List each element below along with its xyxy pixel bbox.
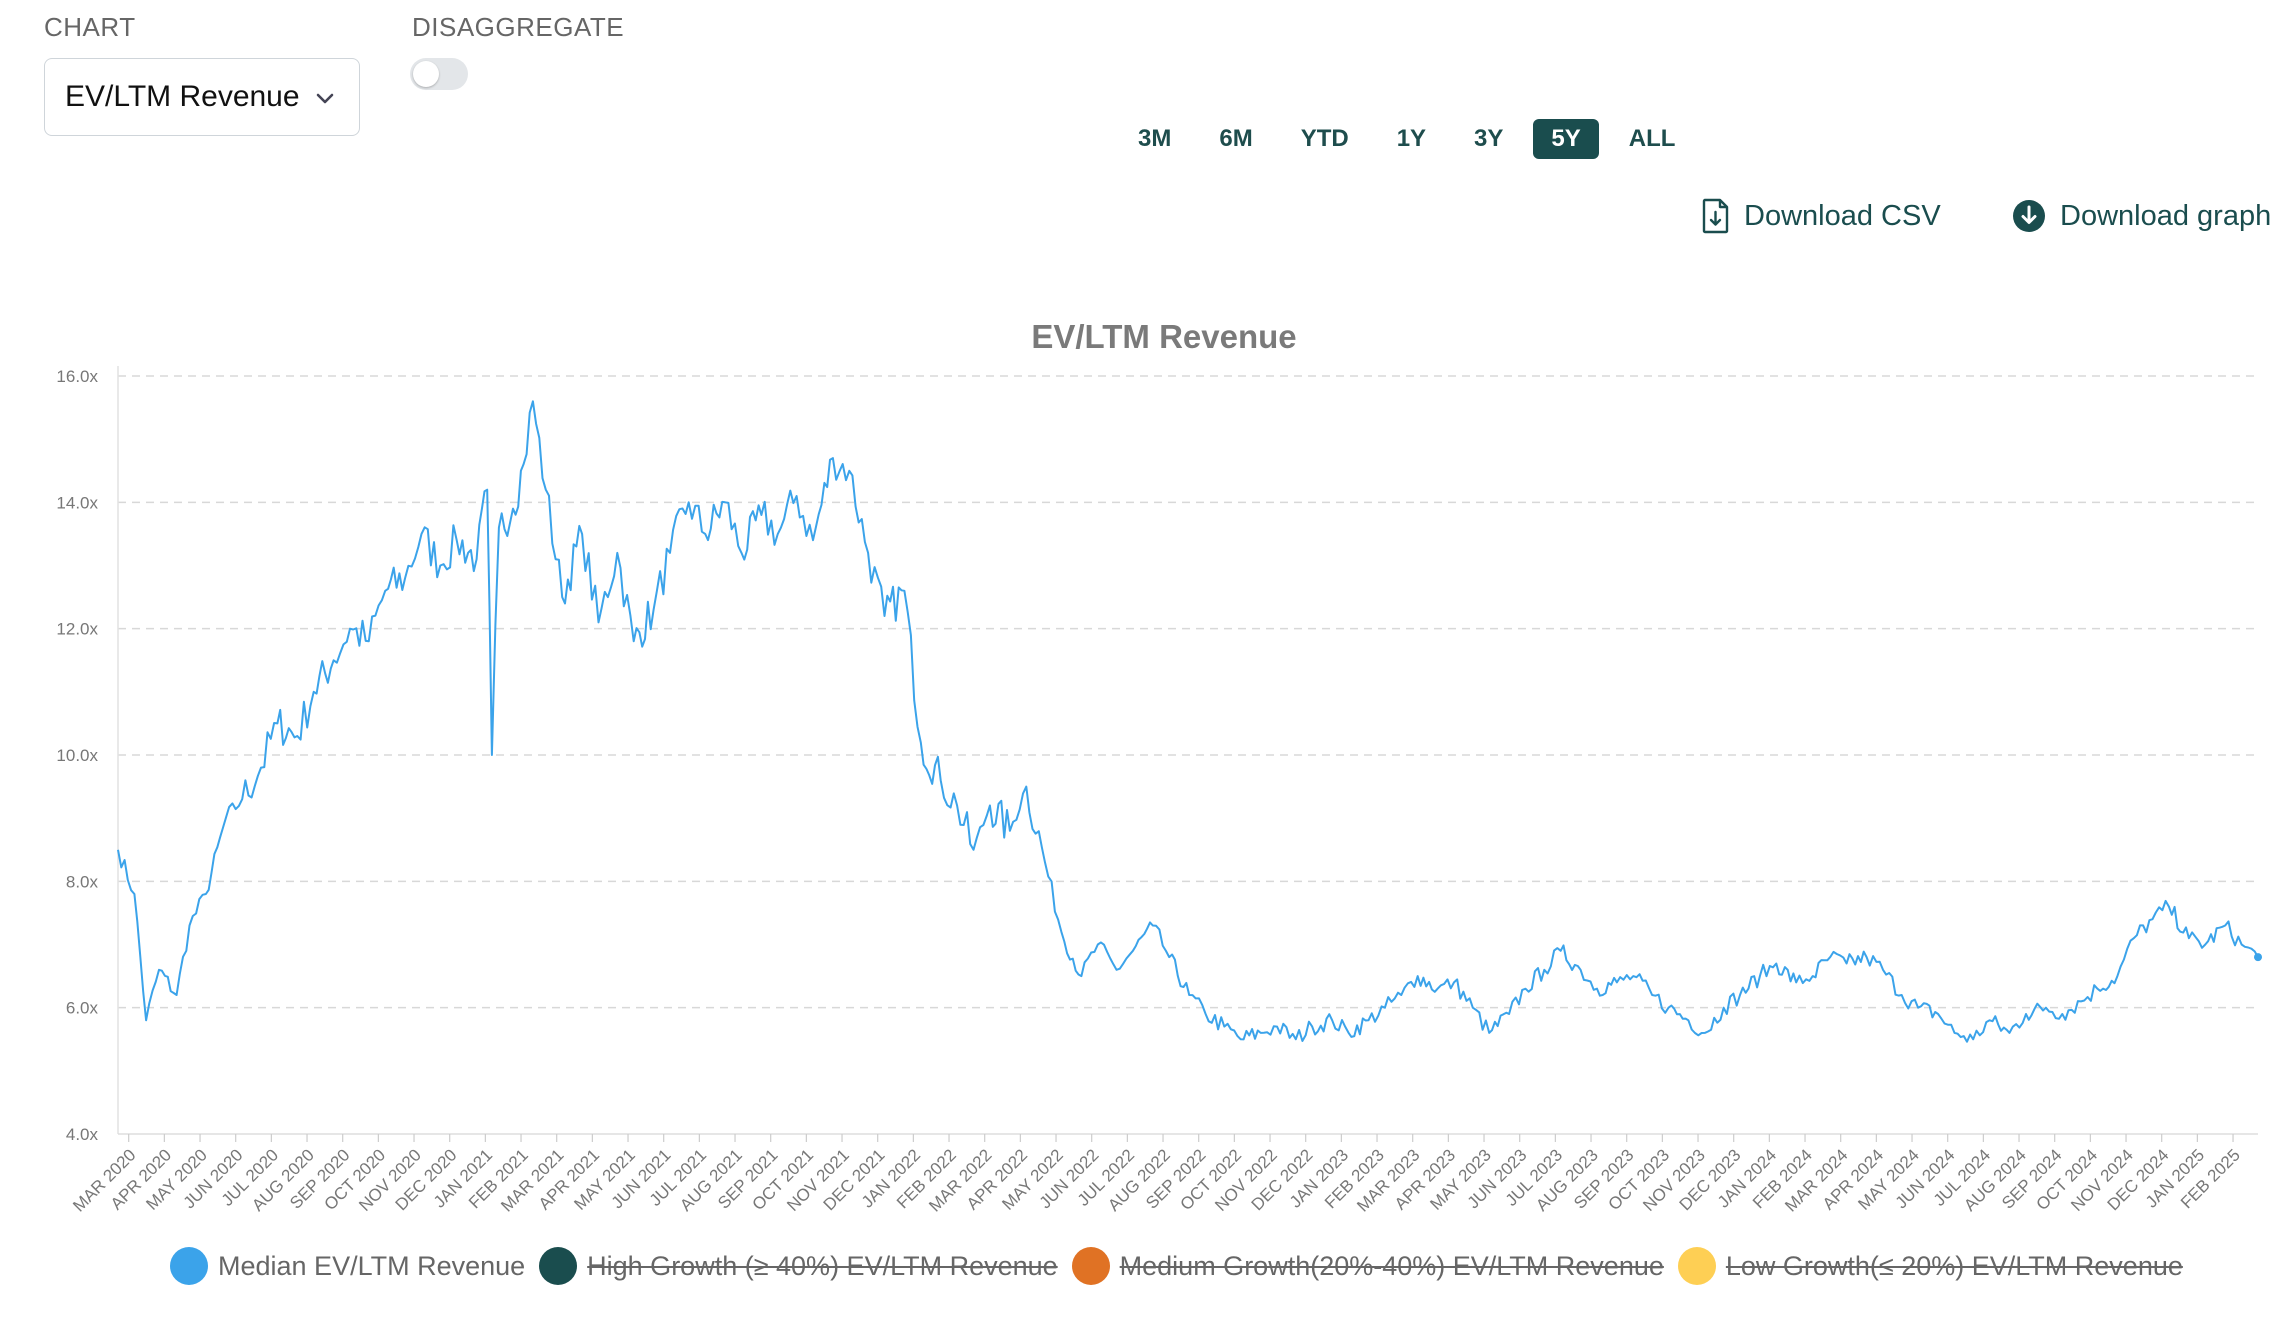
legend-item[interactable]: Low Growth(≤ 20%) EV/LTM Revenue [1677, 1247, 2183, 1285]
y-tick-label: 8.0x [66, 872, 99, 891]
download-graph-button[interactable]: Download graph [2012, 192, 2271, 240]
y-tick-label: 6.0x [66, 999, 99, 1018]
legend-swatch [170, 1247, 208, 1285]
y-tick-label: 12.0x [56, 620, 98, 639]
disaggregate-label: DISAGGREGATE [412, 12, 625, 42]
legend-swatch [1071, 1247, 1110, 1285]
range-button-3y[interactable]: 3Y [1474, 125, 1504, 152]
y-tick-label: 4.0x [66, 1125, 99, 1144]
legend-item[interactable]: Median EV/LTM Revenue [170, 1247, 525, 1285]
download-graph-label: Download graph [2060, 199, 2272, 232]
download-csv-label: Download CSV [1744, 199, 1941, 232]
legend-item[interactable]: High Growth (≥ 40%) EV/LTM Revenue [539, 1247, 1058, 1285]
legend-label: Medium Growth(20%-40%) EV/LTM Revenue [1119, 1250, 1664, 1281]
y-tick-label: 10.0x [56, 746, 98, 765]
range-button-6m[interactable]: 6M [1219, 125, 1253, 152]
range-button-3m[interactable]: 3M [1138, 125, 1172, 152]
chart-select-value: EV/LTM Revenue [65, 80, 300, 113]
legend-item[interactable]: Medium Growth(20%-40%) EV/LTM Revenue [1071, 1247, 1664, 1285]
chart-select[interactable]: EV/LTM Revenue [44, 58, 360, 136]
legend-label: Median EV/LTM Revenue [218, 1250, 526, 1281]
legend-swatch [1677, 1247, 1716, 1285]
y-tick-label: 16.0x [56, 367, 98, 386]
series-line-median [117, 400, 2259, 1043]
legend-label: Low Growth(≤ 20%) EV/LTM Revenue [1725, 1250, 2183, 1281]
chart-legend: Median EV/LTM Revenue High Growth (≥ 40%)… [170, 1244, 2197, 1288]
chevron-down-icon [316, 93, 334, 104]
range-button-1y[interactable]: 1Y [1396, 125, 1427, 152]
range-button-all[interactable]: ALL [1628, 125, 1676, 152]
legend-label: High Growth (≥ 40%) EV/LTM Revenue [587, 1250, 1058, 1281]
download-csv-button[interactable]: Download CSV [1702, 192, 1941, 240]
disaggregate-toggle[interactable] [410, 58, 468, 90]
chart-select-label: CHART [44, 12, 136, 42]
toggle-knob [413, 61, 439, 87]
download-circle-icon [2013, 200, 2045, 232]
chart-title: EV/LTM Revenue [1031, 318, 1297, 355]
range-button-5y[interactable]: 5Y [1533, 119, 1599, 159]
range-selector: 3M 6M YTD 1Y 3Y 5Y ALL [1120, 119, 1705, 159]
series-end-point [2254, 953, 2262, 962]
file-download-icon [1702, 198, 1729, 234]
y-tick-label: 14.0x [56, 493, 98, 512]
legend-swatch [539, 1247, 578, 1285]
range-button-ytd[interactable]: YTD [1300, 125, 1349, 152]
